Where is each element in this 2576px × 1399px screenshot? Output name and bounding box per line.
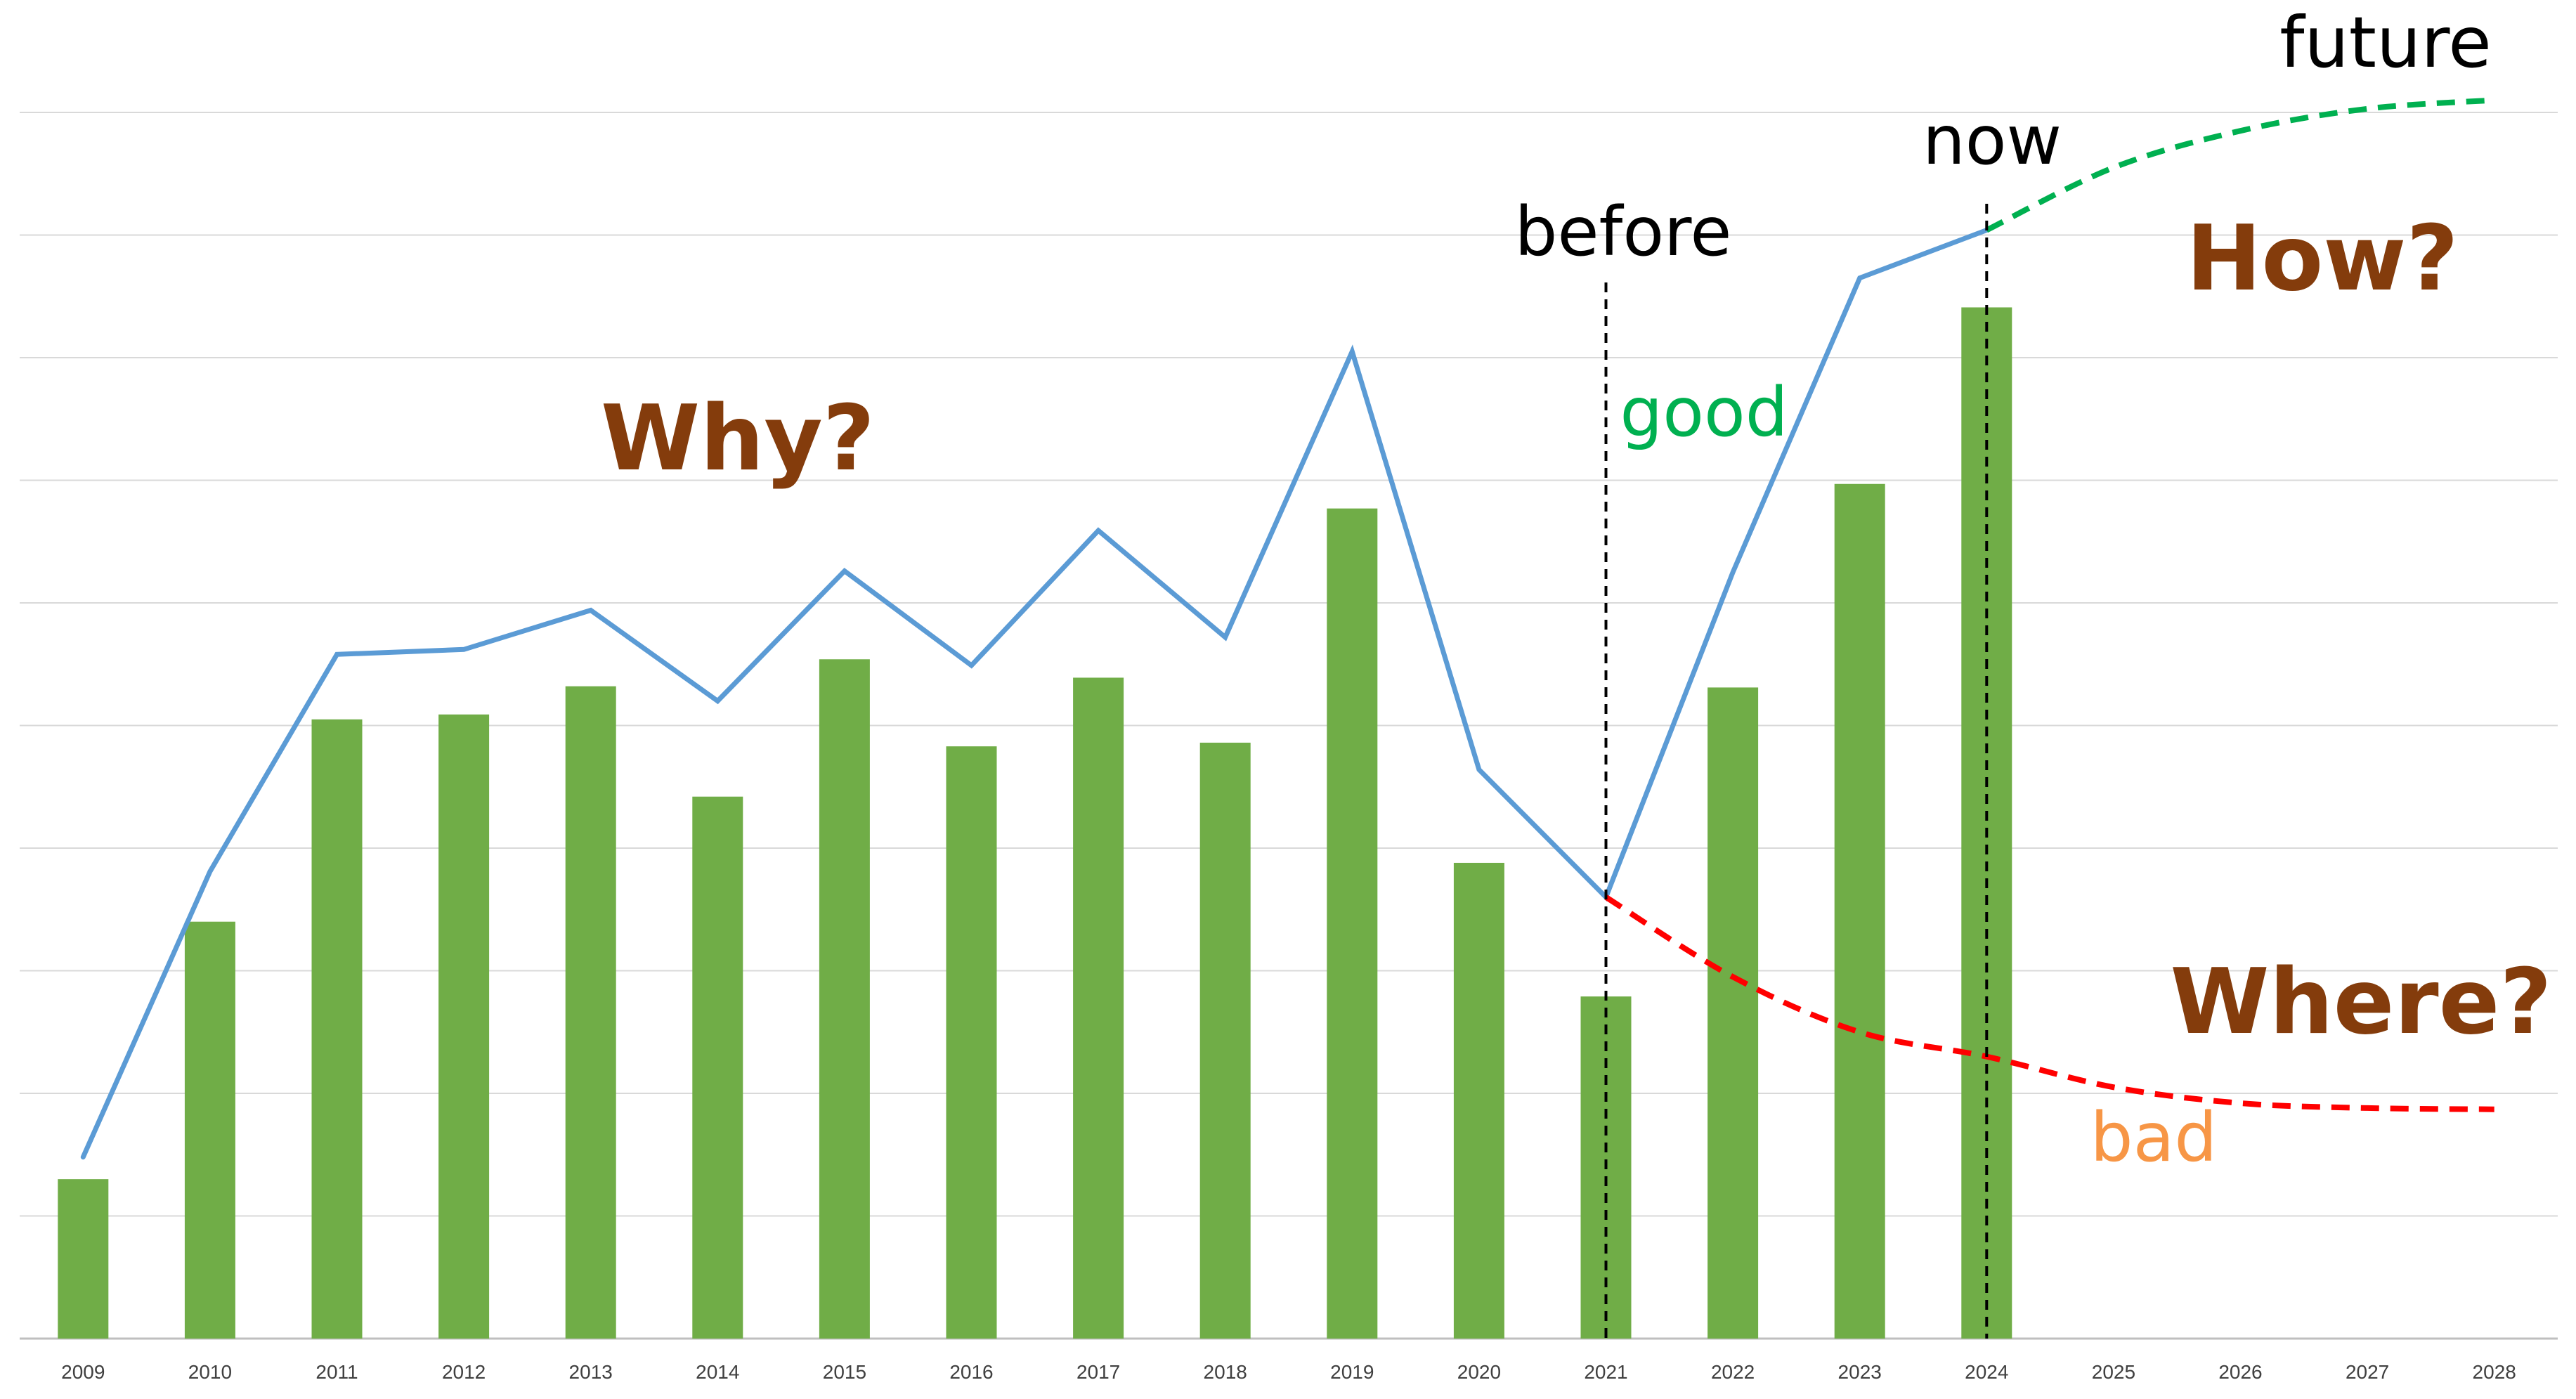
bar-2022 [1707,687,1759,1339]
bar-2013 [565,686,616,1339]
bar-2015 [819,659,870,1339]
x-tick-label-2024: 2024 [1965,1361,2008,1383]
x-tick-label-2017: 2017 [1076,1361,1120,1383]
x-tick-label-2019: 2019 [1330,1361,1374,1383]
bar-2016 [946,746,997,1339]
bar-2023 [1834,483,1885,1339]
x-tick-label-2014: 2014 [696,1361,739,1383]
annotation-where: Where? [2170,950,2551,1055]
projection-bad [1604,894,2494,1112]
x-tick-label-2025: 2025 [2092,1361,2135,1383]
bar-2020 [1453,862,1504,1339]
x-axis-ticks: 2009 2010 2011 2012 2013 2014 2015 2016 2017 2018… [61,1361,2516,1383]
bar-2017 [1073,677,1124,1339]
bar-2010 [184,921,235,1339]
bar-2019 [1327,508,1378,1339]
x-tick-label-2010: 2010 [188,1361,232,1383]
x-tick-label-2009: 2009 [61,1361,105,1383]
line-series-path [80,228,1989,1160]
x-tick-label-2023: 2023 [1838,1361,1882,1383]
bar-2009 [58,1179,109,1339]
bar-2018 [1199,742,1251,1339]
bar-2012 [438,714,490,1339]
x-tick-label-2027: 2027 [2346,1361,2389,1383]
x-tick-label-2018: 2018 [1204,1361,1247,1383]
annotation-good: good [1620,373,1788,452]
annotation-future: future [2279,1,2492,84]
x-tick-label-2028: 2028 [2473,1361,2516,1383]
annotation-now: now [1923,101,2062,180]
line-series [80,228,1989,1160]
x-tick-label-2013: 2013 [569,1361,613,1383]
x-tick-label-2026: 2026 [2218,1361,2262,1383]
x-tick-label-2012: 2012 [442,1361,486,1383]
annotation-how: How? [2186,207,2459,311]
x-tick-label-2015: 2015 [823,1361,866,1383]
x-tick-label-2011: 2011 [316,1361,358,1383]
reference-lines [1604,204,1989,1339]
annotation-why: Why? [601,386,875,491]
bar-2014 [692,796,743,1339]
x-tick-label-2016: 2016 [949,1361,993,1383]
annotation-bad: bad [2090,1098,2218,1177]
bar-2011 [311,719,363,1339]
x-tick-label-2021: 2021 [1584,1361,1627,1383]
x-tick-label-2020: 2020 [1457,1361,1501,1383]
projection-good [1985,97,2494,233]
projection-lines [1604,97,2494,1112]
x-tick-label-2022: 2022 [1711,1361,1755,1383]
annotation-before: before [1515,193,1732,271]
bar-series [58,307,2012,1339]
